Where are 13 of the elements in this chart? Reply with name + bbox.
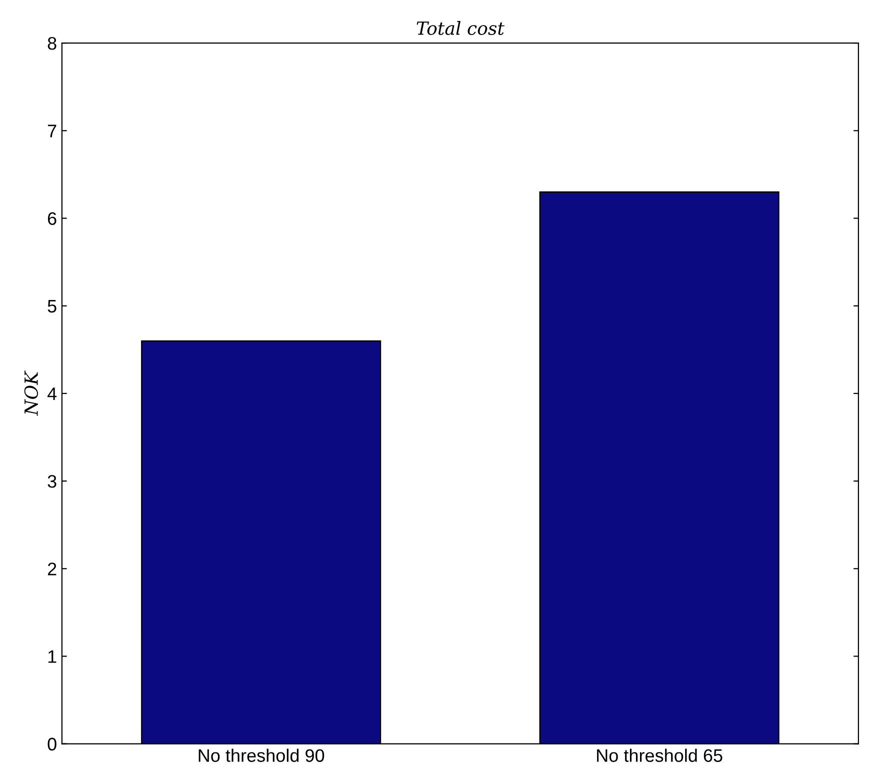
y-tick-label: 4 (47, 388, 57, 400)
y-axis-title: NOK (24, 370, 38, 416)
y-tick-label: 2 (48, 562, 56, 576)
y-tick-label: 0 (48, 738, 56, 751)
y-tick-label: 1 (48, 650, 56, 663)
y-tick-label: 7 (48, 124, 56, 138)
y-tick-label: 3 (48, 474, 56, 488)
chart-title: Total cost (416, 21, 504, 35)
y-tick-label: 5 (48, 300, 56, 313)
x-tick-label: No threshold 65 (597, 748, 722, 762)
x-tick-label: No threshold 90 (198, 748, 324, 762)
y-tick-label: 6 (48, 212, 56, 225)
y-tick-label: 8 (48, 37, 56, 50)
